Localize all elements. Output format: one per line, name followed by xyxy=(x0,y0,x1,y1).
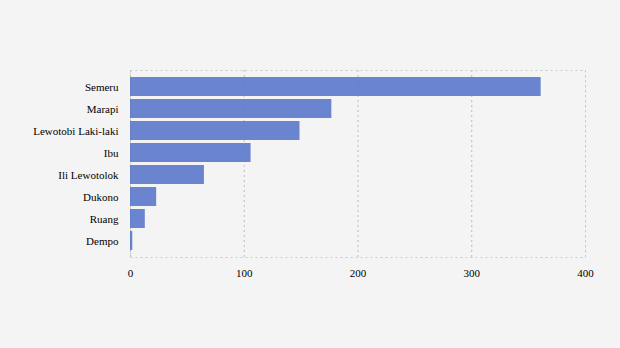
svg-text:Marapi: Marapi xyxy=(87,103,119,115)
svg-text:Ruang: Ruang xyxy=(90,213,119,225)
svg-text:Semeru: Semeru xyxy=(85,81,119,93)
svg-text:200: 200 xyxy=(350,267,367,279)
svg-text:100: 100 xyxy=(236,267,253,279)
svg-text:300: 300 xyxy=(464,267,481,279)
svg-text:0: 0 xyxy=(128,267,134,279)
svg-text:Ili Lewotolok: Ili Lewotolok xyxy=(58,169,119,181)
svg-text:400: 400 xyxy=(577,267,594,279)
svg-text:Dukono: Dukono xyxy=(83,191,119,203)
svg-text:Lewotobi Laki-laki: Lewotobi Laki-laki xyxy=(33,125,118,137)
svg-text:Dempo: Dempo xyxy=(86,235,119,247)
svg-text:Ibu: Ibu xyxy=(104,147,119,159)
